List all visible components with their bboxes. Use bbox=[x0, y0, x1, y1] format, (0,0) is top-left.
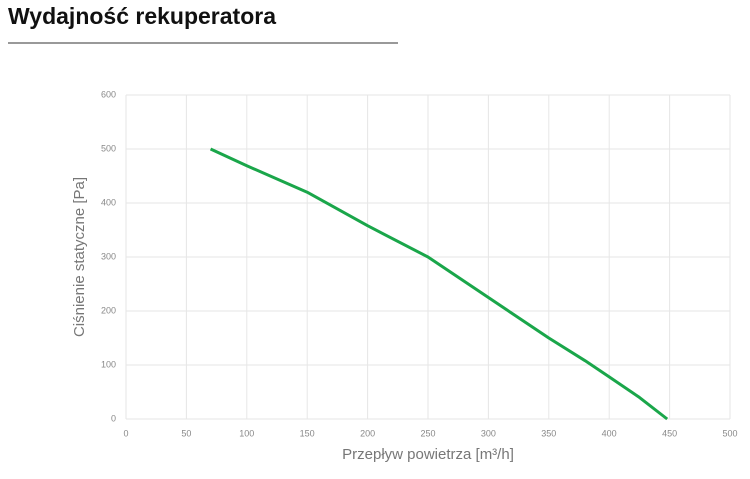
x-tick-label: 50 bbox=[181, 428, 191, 438]
x-tick-label: 200 bbox=[360, 428, 375, 438]
x-tick-label: 450 bbox=[662, 428, 677, 438]
y-tick-label: 500 bbox=[101, 143, 116, 153]
x-tick-label: 150 bbox=[300, 428, 315, 438]
x-tick-label: 0 bbox=[123, 428, 128, 438]
x-axis-label: Przepływ powietrza [m³/h] bbox=[342, 446, 514, 463]
x-tick-label: 350 bbox=[541, 428, 556, 438]
y-axis-label: Ciśnienie statyczne [Pa] bbox=[71, 177, 88, 337]
x-tick-label: 100 bbox=[239, 428, 254, 438]
x-tick-label: 250 bbox=[420, 428, 435, 438]
x-tick-label: 300 bbox=[481, 428, 496, 438]
y-tick-label: 0 bbox=[111, 413, 116, 423]
y-tick-label: 200 bbox=[101, 305, 116, 315]
y-tick-label: 100 bbox=[101, 359, 116, 369]
chart-title: Wydajność rekuperatora bbox=[8, 3, 276, 29]
line-series bbox=[209, 147, 669, 421]
y-tick-label: 400 bbox=[101, 197, 116, 207]
y-tick-label: 300 bbox=[101, 251, 116, 261]
y-tick-label: 600 bbox=[101, 89, 116, 99]
x-tick-label: 400 bbox=[602, 428, 617, 438]
x-tick-label: 500 bbox=[722, 428, 737, 438]
